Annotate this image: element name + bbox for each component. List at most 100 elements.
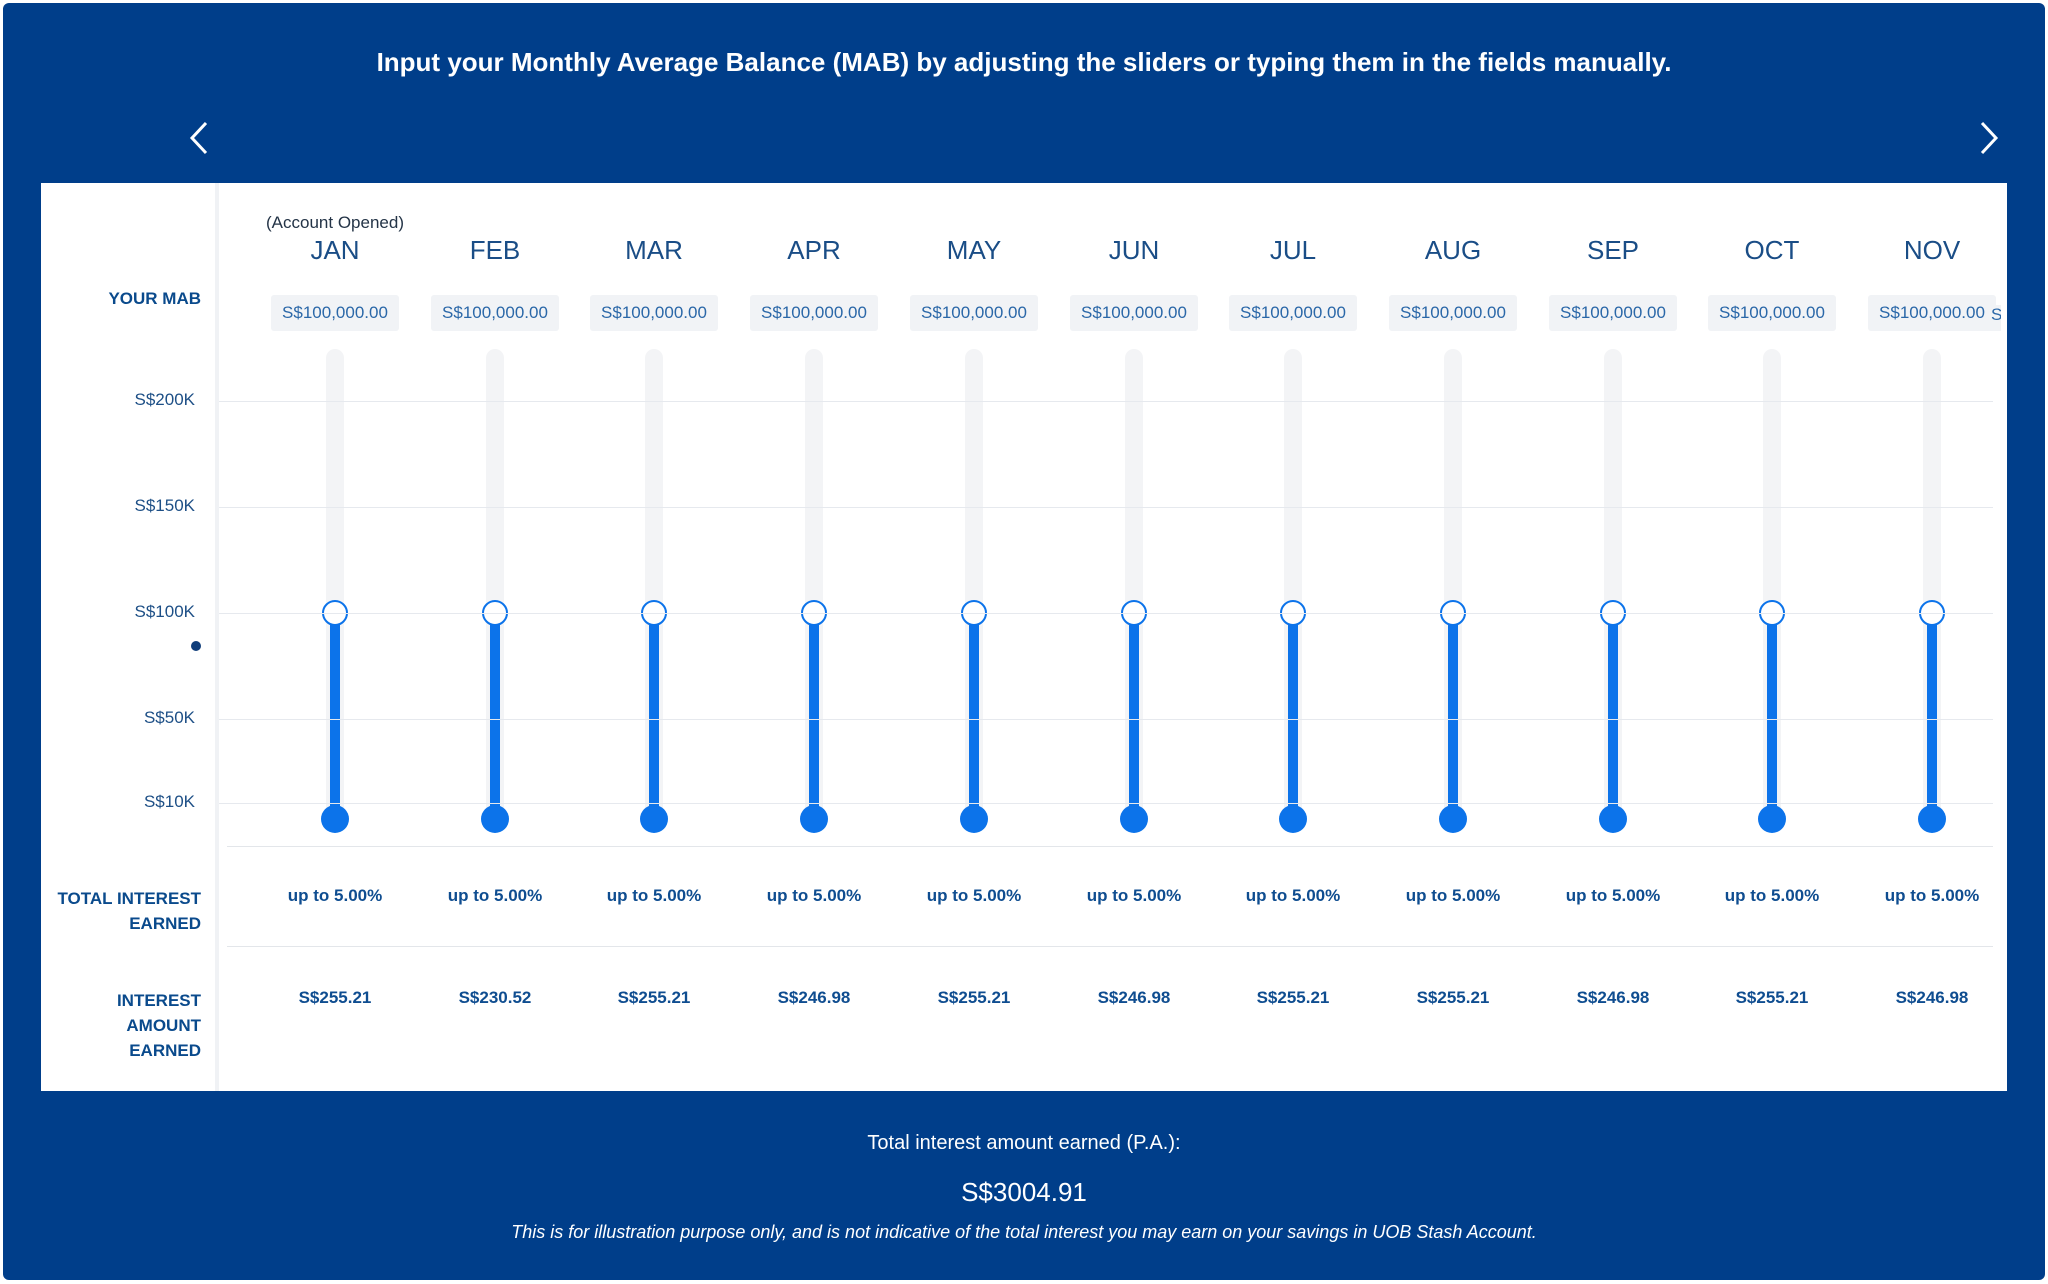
month-label: FEB xyxy=(469,235,521,265)
interest-amount-value: S$246.98 xyxy=(1895,988,1969,1007)
slider-min-dot xyxy=(321,805,349,833)
interest-amount-value: S$255.21 xyxy=(937,988,1011,1007)
mab-input-field[interactable] xyxy=(750,295,878,331)
gridline xyxy=(219,719,1993,720)
slider-fill xyxy=(1129,613,1139,819)
slider-fill xyxy=(1927,613,1937,819)
mab-input-field[interactable] xyxy=(590,295,718,331)
next-month-mab-input-partial[interactable]: S xyxy=(1991,305,2001,331)
axis-tick-label: S$200K xyxy=(134,390,196,409)
slider-fill xyxy=(1767,613,1777,819)
gridline xyxy=(219,507,1993,508)
label-line: TOTAL INTEREST xyxy=(57,889,201,908)
instructions-headline: Input your Monthly Average Balance (MAB)… xyxy=(376,47,1672,77)
axis-tick-label: S$100K xyxy=(134,602,196,621)
month-columns: (Account Opened) JAN up to 5.00% S$255.21 FE… xyxy=(41,183,2007,1091)
month-column-may: MAY up to 5.00% S$255.21 xyxy=(894,183,1054,1091)
slider-fill xyxy=(649,613,659,819)
interest-rate-value: up to 5.00% xyxy=(1245,886,1341,905)
label-column-divider xyxy=(215,183,219,1091)
disclaimer-text: This is for illustration purpose only, a… xyxy=(511,1222,1537,1242)
mab-input-field[interactable] xyxy=(271,295,399,331)
interest-amount-earned-label: INTEREST AMOUNT EARNED xyxy=(117,988,201,1063)
month-column-sep: SEP up to 5.00% S$246.98 xyxy=(1533,183,1693,1091)
total-interest-value: S$3004.91 xyxy=(961,1177,1087,1207)
month-column-nov: NOV up to 5.00% S$246.98 xyxy=(1852,183,2007,1091)
mab-input-field[interactable] xyxy=(1868,295,1996,331)
label-line: AMOUNT xyxy=(126,1016,201,1035)
slider-fill xyxy=(490,613,500,819)
slider-min-dot xyxy=(1279,805,1307,833)
label-line: EARNED xyxy=(129,914,201,933)
axis-tick-label: S$10K xyxy=(143,792,195,811)
slider-fill xyxy=(969,613,979,819)
gridline xyxy=(219,401,1993,402)
next-months-button[interactable] xyxy=(1969,113,2009,163)
interest-rate-value: up to 5.00% xyxy=(1724,886,1820,905)
month-column-feb: FEB up to 5.00% S$230.52 xyxy=(415,183,575,1091)
gridline xyxy=(219,613,1993,614)
month-label: OCT xyxy=(1744,235,1800,265)
slider-min-dot xyxy=(1439,805,1467,833)
month-column-jan: (Account Opened) JAN up to 5.00% S$255.21 xyxy=(255,183,415,1091)
interest-rate-value: up to 5.00% xyxy=(1884,886,1980,905)
slider-fill xyxy=(809,613,819,819)
interest-amount-value: S$246.98 xyxy=(777,988,851,1007)
mab-input-field[interactable] xyxy=(910,295,1038,331)
month-label: JUL xyxy=(1269,235,1317,265)
slider-min-dot xyxy=(1918,805,1946,833)
month-label: APR xyxy=(787,235,841,265)
total-interest-earned-label: TOTAL INTEREST EARNED xyxy=(57,886,201,936)
interest-rate-value: up to 5.00% xyxy=(1086,886,1182,905)
month-column-jun: JUN up to 5.00% S$246.98 xyxy=(1054,183,1214,1091)
month-column-oct: OCT up to 5.00% S$255.21 xyxy=(1692,183,1852,1091)
interest-rate-value: up to 5.00% xyxy=(287,886,383,905)
interest-amount-value: S$255.21 xyxy=(1256,988,1330,1007)
month-column-jul: JUL up to 5.00% S$255.21 xyxy=(1213,183,1373,1091)
interest-rate-value: up to 5.00% xyxy=(1565,886,1661,905)
interest-amount-value: S$255.21 xyxy=(1735,988,1809,1007)
prev-months-button[interactable] xyxy=(179,113,219,163)
section-divider xyxy=(227,946,1993,947)
label-line: EARNED xyxy=(129,1041,201,1060)
slider-min-dot xyxy=(960,805,988,833)
month-label: SEP xyxy=(1586,235,1640,265)
month-label: MAR xyxy=(625,235,683,265)
month-column-apr: APR up to 5.00% S$246.98 xyxy=(734,183,894,1091)
mab-input-field[interactable] xyxy=(1389,295,1517,331)
slider-fill xyxy=(330,613,340,819)
interest-amount-value: S$246.98 xyxy=(1576,988,1650,1007)
month-label: MAY xyxy=(946,235,1002,265)
mab-input-field[interactable] xyxy=(1549,295,1677,331)
slider-fill xyxy=(1608,613,1618,819)
axis-tick-label: S$50K xyxy=(143,708,195,727)
total-interest-label: Total interest amount earned (P.A.): xyxy=(867,1132,1181,1154)
chevron-right-icon xyxy=(1980,121,1999,155)
mab-input-field[interactable] xyxy=(431,295,559,331)
interest-rate-value: up to 5.00% xyxy=(766,886,862,905)
month-label: NOV xyxy=(1903,235,1961,265)
slider-min-dot xyxy=(640,805,668,833)
month-label: JUN xyxy=(1108,235,1160,265)
interest-rate-value: up to 5.00% xyxy=(1405,886,1501,905)
slider-fill xyxy=(1288,613,1298,819)
mab-input-field[interactable] xyxy=(1070,295,1198,331)
slider-min-dot xyxy=(481,805,509,833)
slider-min-dot xyxy=(1599,805,1627,833)
axis-tick-label: S$150K xyxy=(134,496,196,515)
interest-amount-value: S$255.21 xyxy=(617,988,691,1007)
slider-fill xyxy=(1448,613,1458,819)
mab-slider-card: YOUR MAB TOTAL INTEREST EARNED INTEREST … xyxy=(41,183,2007,1091)
mab-input-field[interactable] xyxy=(1229,295,1357,331)
slider-min-dot xyxy=(800,805,828,833)
mab-input-field[interactable] xyxy=(1708,295,1836,331)
month-label: AUG xyxy=(1424,235,1482,265)
interest-amount-value: S$255.21 xyxy=(298,988,372,1007)
interest-rate-value: up to 5.00% xyxy=(447,886,543,905)
month-column-aug: AUG up to 5.00% S$255.21 xyxy=(1373,183,1533,1091)
axis-marker-dot xyxy=(191,641,201,651)
calculator-panel: Input your Monthly Average Balance (MAB)… xyxy=(3,3,2045,1280)
chevron-left-icon xyxy=(189,121,208,155)
interest-amount-value: S$246.98 xyxy=(1097,988,1171,1007)
your-mab-label: YOUR MAB xyxy=(108,289,201,308)
